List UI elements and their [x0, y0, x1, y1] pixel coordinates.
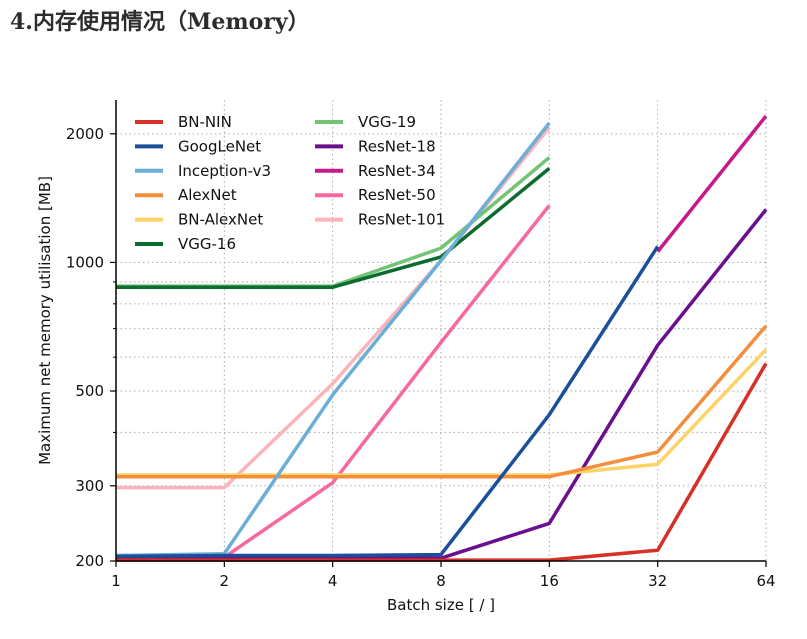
x-tick-label: 64	[756, 572, 775, 590]
y-tick-label: 500	[75, 382, 104, 400]
x-tick-label: 32	[648, 572, 667, 590]
x-tick-label: 2	[220, 572, 230, 590]
legend-label-alexnet: AlexNet	[178, 186, 237, 204]
section-heading: 4.内存使用情况（Memory）	[10, 9, 310, 35]
legend-label-bn-nin: BN-NIN	[178, 113, 232, 131]
series-line-googlenet	[115, 245, 660, 559]
legend-label-inception-v3: Inception-v3	[178, 162, 271, 180]
series-line-bn-nin	[116, 362, 768, 562]
series-lines	[115, 115, 768, 562]
x-axis-title: Batch size [ / ]	[387, 596, 495, 614]
y-tick-label: 1000	[66, 253, 104, 271]
y-tick-label: 2000	[66, 125, 104, 143]
legend: BN-NIN GoogLeNet Inception-v3 AlexNet BN-Ale…	[135, 113, 445, 253]
series-line-resnet-18	[116, 208, 768, 560]
legend-label-resnet-18: ResNet-18	[358, 137, 436, 155]
x-tick-label: 4	[328, 572, 338, 590]
legend-label-resnet-50: ResNet-50	[358, 186, 436, 204]
ticks: 1 2 4 8 16 32 64 200 300 500 1000 2000	[66, 125, 776, 590]
legend-label-resnet-101: ResNet-101	[358, 211, 445, 229]
series-line-alexnet	[116, 324, 768, 479]
y-tick-label: 200	[75, 552, 104, 570]
series-line-vgg-16	[116, 167, 551, 289]
x-tick-label: 1	[111, 572, 121, 590]
x-tick-label: 16	[540, 572, 559, 590]
legend-label-vgg-16: VGG-16	[178, 235, 236, 253]
y-tick-label: 300	[75, 477, 104, 495]
legend-label-vgg-19: VGG-19	[358, 113, 416, 131]
series-line-resnet-34	[656, 115, 768, 253]
legend-label-resnet-34: ResNet-34	[358, 162, 436, 180]
legend-label-bn-alexnet: BN-AlexNet	[178, 211, 263, 229]
legend-label-googlenet: GoogLeNet	[178, 137, 261, 155]
y-axis-title: Maximum net memory utilisation [MB]	[36, 176, 54, 465]
x-tick-label: 8	[436, 572, 446, 590]
